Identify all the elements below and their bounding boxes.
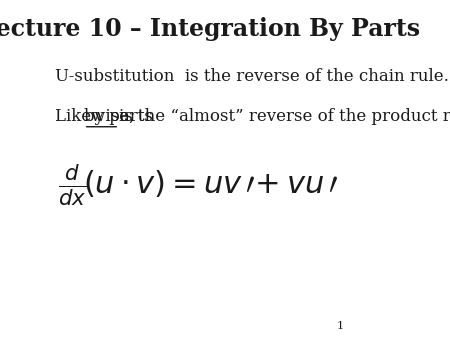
Text: 1: 1 — [337, 321, 344, 331]
Text: Likewise,: Likewise, — [55, 108, 140, 125]
Text: is the “almost” reverse of the product rule.: is the “almost” reverse of the product r… — [119, 108, 450, 125]
Text: $\frac{d}{dx}\!\left(u \cdot v\right) = uv\,\prime\!+vu\,\prime$: $\frac{d}{dx}\!\left(u \cdot v\right) = … — [58, 162, 339, 208]
Text: Lecture 10 – Integration By Parts: Lecture 10 – Integration By Parts — [0, 17, 420, 41]
Text: by parts: by parts — [84, 108, 158, 125]
Text: U-substitution  is the reverse of the chain rule.: U-substitution is the reverse of the cha… — [55, 68, 449, 84]
